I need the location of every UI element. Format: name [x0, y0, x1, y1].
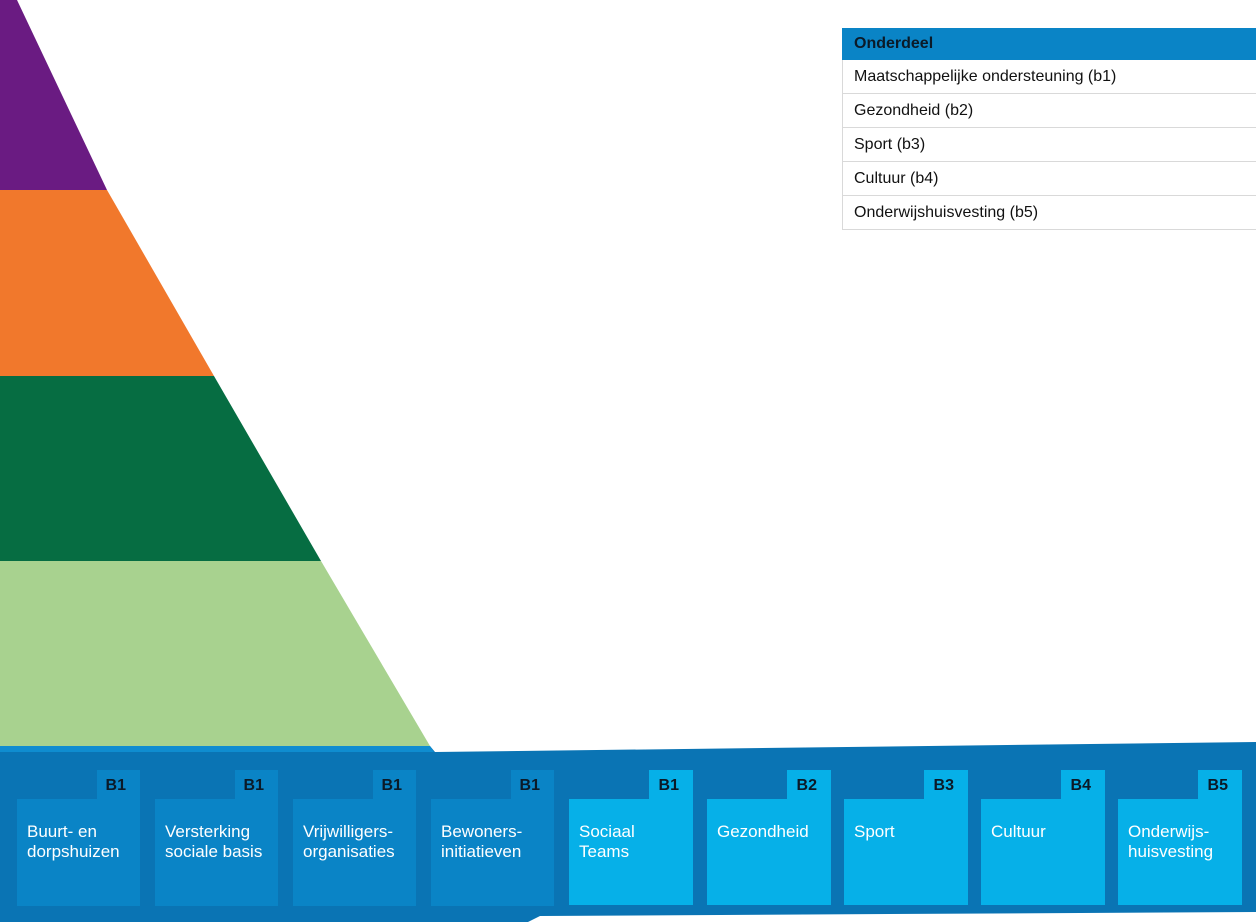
tile-gezondheid: B2 Gezondheid	[707, 770, 831, 905]
tile-label: Buurt- en dorpshuizen	[27, 822, 134, 862]
legend-row: Cultuur (b4)	[842, 161, 1256, 196]
tile-code: B3	[933, 777, 954, 794]
tile-notch	[707, 770, 787, 799]
tile-notch	[1118, 770, 1198, 799]
pyramid-layer-second	[0, 190, 214, 376]
legend-row: Maatschappelijke ondersteuning (b1)	[842, 59, 1256, 94]
tile-label: Versterking sociale basis	[165, 822, 272, 862]
pyramid-layer-third	[0, 376, 321, 561]
legend-row: Gezondheid (b2)	[842, 93, 1256, 128]
tile-code: B5	[1207, 777, 1228, 794]
tile-buurt-en-dorpshuizen: B1 Buurt- en dorpshuizen	[17, 770, 140, 906]
tile-label-line2: organisaties	[303, 842, 395, 861]
tile-label-line2: sociale basis	[165, 842, 263, 861]
tile-label-line1: Vrijwilligers-	[303, 822, 394, 841]
tile-label-line2: initiatieven	[441, 842, 522, 861]
tile-label-line1: Gezondheid	[717, 822, 809, 841]
legend-row: Onderwijshuisvesting (b5)	[842, 195, 1256, 230]
legend-row: Sport (b3)	[842, 127, 1256, 162]
legend-table: Onderdeel Maatschappelijke ondersteuning…	[842, 28, 1256, 230]
pyramid-layer-fourth	[0, 561, 430, 746]
tile-label-line1: Sociaal	[579, 822, 635, 841]
tile-sport: B3 Sport	[844, 770, 968, 905]
tile-label: Vrijwilligers- organisaties	[303, 822, 410, 862]
tile-label: Cultuur	[991, 822, 1099, 842]
tile-cultuur: B4 Cultuur	[981, 770, 1105, 905]
tile-label: Sport	[854, 822, 962, 842]
tile-notch	[155, 770, 235, 799]
pyramid-layer-top	[0, 0, 107, 190]
tile-code: B1	[519, 777, 540, 794]
tile-label-line1: Onderwijs-	[1128, 822, 1210, 841]
tile-code: B4	[1070, 777, 1091, 794]
tile-label: Onderwijs- huisvesting	[1128, 822, 1236, 862]
tile-notch	[431, 770, 511, 799]
tile-notch	[17, 770, 97, 799]
tile-label-line2: Teams	[579, 842, 630, 861]
tile-notch	[844, 770, 924, 799]
tile-label-line1: Bewoners-	[441, 822, 523, 841]
tile-notch	[981, 770, 1061, 799]
tile-label-line1: Sport	[854, 822, 895, 841]
tile-label-line1: Buurt- en	[27, 822, 97, 841]
tile-code: B1	[381, 777, 402, 794]
tile-vrijwilligers-organisaties: B1 Vrijwilligers- organisaties	[293, 770, 416, 906]
tile-notch	[569, 770, 649, 799]
tile-code: B2	[796, 777, 817, 794]
tile-versterking-sociale-basis: B1 Versterking sociale basis	[155, 770, 278, 906]
tile-label-line1: Cultuur	[991, 822, 1046, 841]
tile-label-line2: dorpshuizen	[27, 842, 120, 861]
tile-label: Sociaal Teams	[579, 822, 687, 862]
tile-label: Bewoners- initiatieven	[441, 822, 548, 862]
tile-label-line1: Versterking	[165, 822, 251, 841]
base-band-accent	[0, 746, 434, 752]
tile-label-line2: huisvesting	[1128, 842, 1214, 861]
tile-bewoners-initiatieven: B1 Bewoners- initiatieven	[431, 770, 554, 906]
tile-sociaal-teams: B1 Sociaal Teams	[569, 770, 693, 905]
tile-notch	[293, 770, 373, 799]
legend-header: Onderdeel	[842, 28, 1256, 60]
tile-code: B1	[243, 777, 264, 794]
tile-code: B1	[658, 777, 679, 794]
tile-code: B1	[105, 777, 126, 794]
tile-onderwijshuisvesting: B5 Onderwijs- huisvesting	[1118, 770, 1242, 905]
tile-label: Gezondheid	[717, 822, 825, 842]
base-band-bottom-highlight	[528, 912, 1256, 922]
